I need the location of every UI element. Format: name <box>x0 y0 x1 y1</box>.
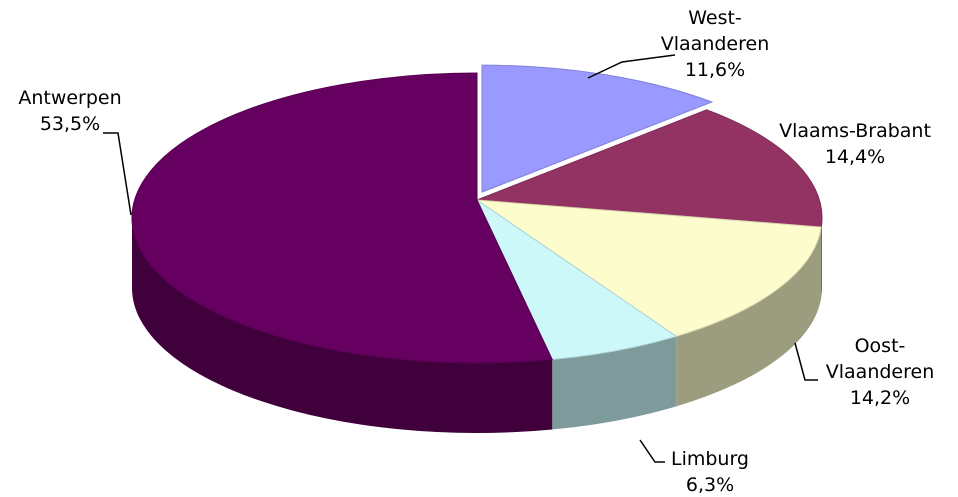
slice-side <box>132 218 553 433</box>
category-label: Vlaams-Brabant <box>779 120 931 142</box>
slice-label: West-Vlaanderen 11,6% <box>655 5 775 83</box>
value-label: 6,3% <box>685 474 735 496</box>
slice <box>131 72 554 364</box>
slice-side <box>821 218 822 298</box>
value-label: 14,2% <box>849 387 911 409</box>
category-label: Limburg <box>670 448 749 470</box>
value-label: 11,6% <box>684 59 746 81</box>
slice <box>475 198 678 361</box>
slice-side <box>676 227 822 407</box>
value-label: 14,4% <box>824 146 886 168</box>
slice <box>481 64 714 193</box>
slice-side <box>552 336 677 430</box>
slice-label: Oost-Vlaanderen 14,2% <box>815 333 945 411</box>
category-label: West-Vlaanderen <box>660 7 770 55</box>
leader-line <box>587 54 676 79</box>
slice-label: Antwerpen 53,5% <box>0 85 140 137</box>
leader-line <box>794 342 818 381</box>
slice-label: Vlaams-Brabant 14,4% <box>765 118 945 170</box>
slice <box>475 199 822 337</box>
leader-line <box>103 132 132 216</box>
slice <box>476 109 823 228</box>
category-label: Antwerpen <box>18 87 122 109</box>
slice-label: Limburg 6,3% <box>655 446 765 497</box>
category-label: Oost-Vlaanderen <box>825 335 935 383</box>
value-label: 53,5% <box>39 113 101 135</box>
leader-line <box>639 439 665 463</box>
